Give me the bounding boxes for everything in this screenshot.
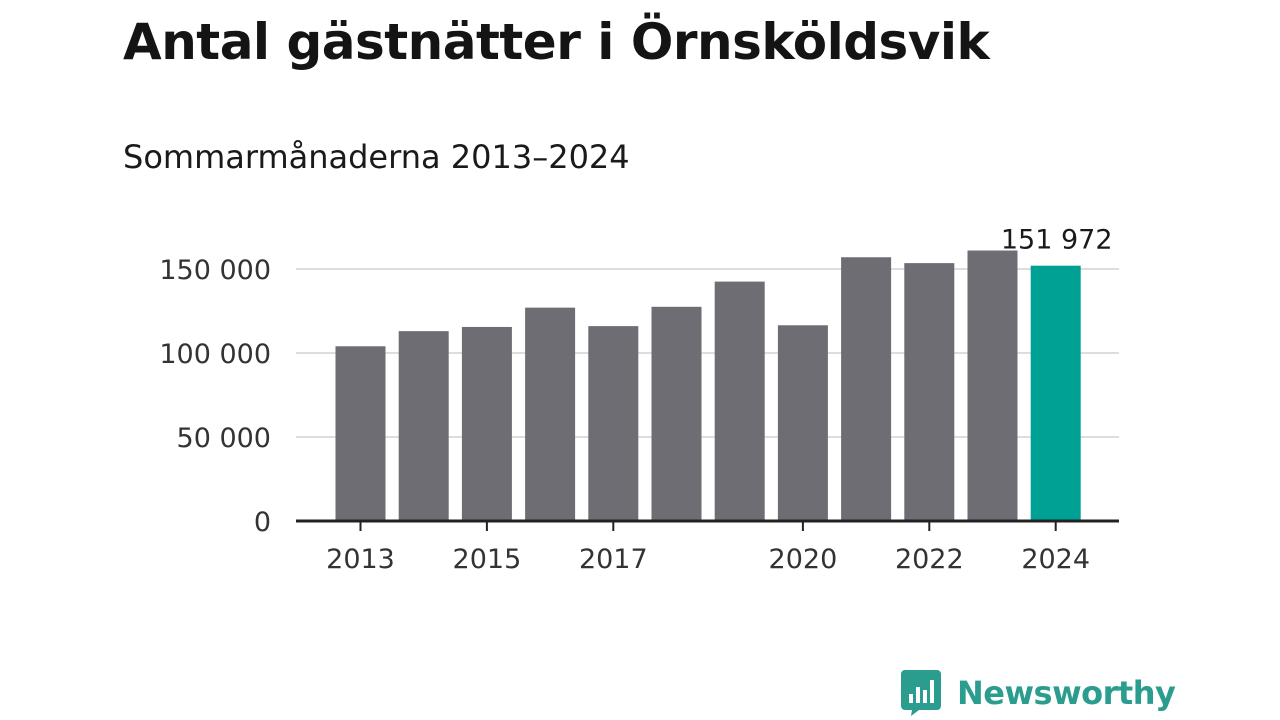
y-tick-label: 0 (254, 507, 271, 538)
bars (335, 250, 1081, 521)
y-tick-label: 150 000 (159, 255, 271, 286)
newsworthy-logo: Newsworthy (901, 670, 1176, 716)
bar-2022 (904, 263, 955, 521)
bar-chart-speech-bubble-icon (901, 670, 941, 716)
chart-subtitle: Sommarmånaderna 2013–2024 (123, 138, 630, 176)
bar-2015 (461, 326, 512, 521)
x-tick-label: 2013 (326, 544, 395, 575)
bar-2024 (1030, 265, 1081, 521)
x-tick-label: 2015 (453, 544, 522, 575)
y-tick-label: 100 000 (159, 339, 271, 370)
logo-text: Newsworthy (957, 674, 1176, 712)
bar-2014 (398, 331, 449, 521)
x-tick-label: 2024 (1021, 544, 1090, 575)
x-tick-label: 2022 (895, 544, 964, 575)
bar-2016 (525, 307, 576, 521)
bar-2020 (777, 325, 828, 521)
bar-2013 (335, 346, 386, 521)
labels: 0 50 000 100 000 150 000 2013 2015 2017 2020 202… (159, 225, 1112, 575)
chart-title: Antal gästnätter i Örnsköldsvik (123, 13, 990, 71)
x-tick-label: 2020 (769, 544, 838, 575)
data-label-2024: 151 972 (1001, 225, 1113, 256)
bar-2023 (967, 250, 1018, 521)
axes (296, 519, 1119, 531)
bar-2019 (714, 281, 765, 521)
bar-2017 (588, 326, 639, 521)
bar-2018 (651, 306, 702, 521)
y-tick-label: 50 000 (177, 423, 271, 454)
x-tick-label: 2017 (579, 544, 648, 575)
bar-2021 (841, 257, 892, 521)
